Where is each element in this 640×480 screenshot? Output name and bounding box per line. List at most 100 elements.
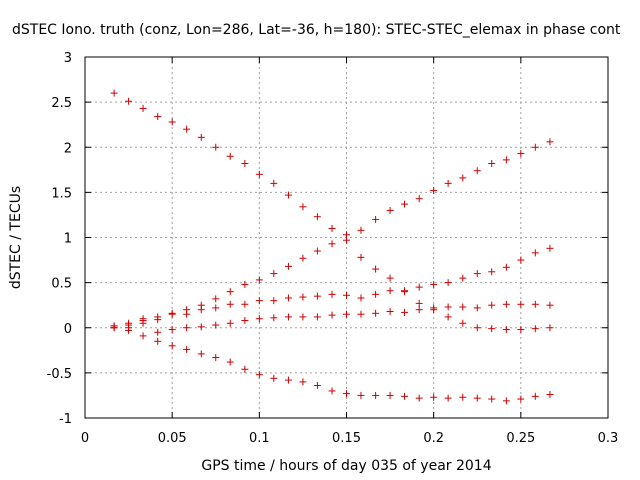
data-points (110, 89, 554, 405)
data-point-marker (517, 326, 525, 334)
data-point-marker (241, 317, 249, 325)
y-tick-label: 1.5 (51, 186, 72, 201)
data-point-marker (168, 326, 176, 334)
data-point-marker (459, 174, 467, 182)
y-tick-label: -1 (59, 412, 72, 427)
data-point-marker (255, 297, 263, 305)
data-point-marker (517, 300, 525, 308)
data-point-marker (357, 310, 365, 318)
data-point-marker (299, 313, 307, 321)
data-point-marker (270, 314, 278, 322)
data-point-marker (430, 393, 438, 401)
data-point-marker (459, 274, 467, 282)
data-point-marker (226, 300, 234, 308)
data-point-marker (473, 167, 481, 175)
data-point-marker (444, 394, 452, 402)
data-point-marker (197, 306, 205, 314)
data-point-marker (328, 290, 336, 298)
data-point-marker (488, 395, 496, 403)
data-point-marker (168, 118, 176, 126)
data-point-marker (430, 187, 438, 195)
data-point-marker (284, 191, 292, 199)
data-point-marker (183, 125, 191, 133)
data-point-marker (459, 303, 467, 311)
data-point-marker (299, 254, 307, 262)
data-point-marker (284, 262, 292, 270)
x-tick-labels: 0 0.05 0.1 0.15 0.2 0.25 0.3 (81, 431, 618, 446)
data-point-marker (386, 274, 394, 282)
data-point-marker (546, 138, 554, 146)
y-tick-label: 0 (64, 322, 72, 337)
x-tick-label: 0.25 (506, 431, 535, 446)
data-point-marker (168, 342, 176, 350)
data-point-marker (125, 326, 133, 334)
data-point-marker (110, 89, 118, 97)
data-point-marker (328, 387, 336, 395)
data-point-marker (546, 244, 554, 252)
data-point-marker (270, 179, 278, 187)
data-point-marker (531, 143, 539, 151)
data-point-marker (241, 280, 249, 288)
data-point-marker (226, 288, 234, 296)
data-point-marker (531, 325, 539, 333)
data-point-marker (531, 249, 539, 257)
data-point-marker (328, 240, 336, 248)
data-point-marker (154, 316, 162, 324)
data-point-marker (415, 283, 423, 291)
data-point-marker (357, 294, 365, 302)
data-point-marker (357, 253, 365, 261)
data-point-marker (197, 133, 205, 141)
data-point-marker (546, 391, 554, 399)
data-point-marker (270, 374, 278, 382)
data-point-marker (488, 268, 496, 276)
data-point-marker (125, 97, 133, 105)
data-point-marker (328, 224, 336, 232)
data-point-marker (284, 294, 292, 302)
data-point-marker (488, 301, 496, 309)
data-point-marker (241, 159, 249, 167)
data-point-marker (139, 332, 147, 340)
data-point-marker (299, 203, 307, 211)
data-point-marker (212, 354, 220, 362)
data-point-marker (386, 206, 394, 214)
data-point-marker (226, 152, 234, 160)
data-point-marker (459, 393, 467, 401)
data-point-marker (154, 328, 162, 336)
data-point-marker (313, 247, 321, 255)
data-point-marker (357, 391, 365, 399)
data-point-marker (343, 390, 350, 398)
x-axis-label: GPS time / hours of day 035 of year 2014 (201, 458, 491, 474)
data-point-marker (502, 263, 510, 271)
data-point-marker (328, 311, 336, 319)
y-tick-label: 1 (64, 232, 72, 247)
data-point-marker (473, 394, 481, 402)
x-tick-label: 0 (81, 431, 89, 446)
data-point-marker (139, 104, 147, 112)
data-point-marker (372, 309, 380, 317)
data-point-marker (401, 308, 409, 316)
x-tick-label: 0.2 (423, 431, 444, 446)
data-point-marker (517, 395, 525, 403)
y-tick-label: 2 (64, 141, 72, 156)
data-point-marker (110, 322, 118, 330)
data-point-marker (343, 310, 350, 318)
data-point-marker (197, 350, 205, 358)
data-point-marker (284, 376, 292, 384)
data-point-marker (502, 300, 510, 308)
data-point-marker (430, 306, 438, 314)
data-point-marker (517, 256, 525, 264)
data-point-marker (343, 231, 350, 239)
data-point-marker (270, 270, 278, 278)
data-point-marker (343, 291, 350, 299)
data-point-marker (372, 290, 380, 298)
data-point-marker (473, 324, 481, 332)
x-tick-label: 0.15 (332, 431, 361, 446)
data-point-marker (241, 365, 249, 373)
data-point-marker (284, 313, 292, 321)
data-point-marker (415, 306, 423, 314)
data-point-marker (154, 337, 162, 345)
data-point-marker (502, 156, 510, 164)
data-point-marker (255, 371, 263, 379)
data-point-marker (212, 143, 220, 151)
